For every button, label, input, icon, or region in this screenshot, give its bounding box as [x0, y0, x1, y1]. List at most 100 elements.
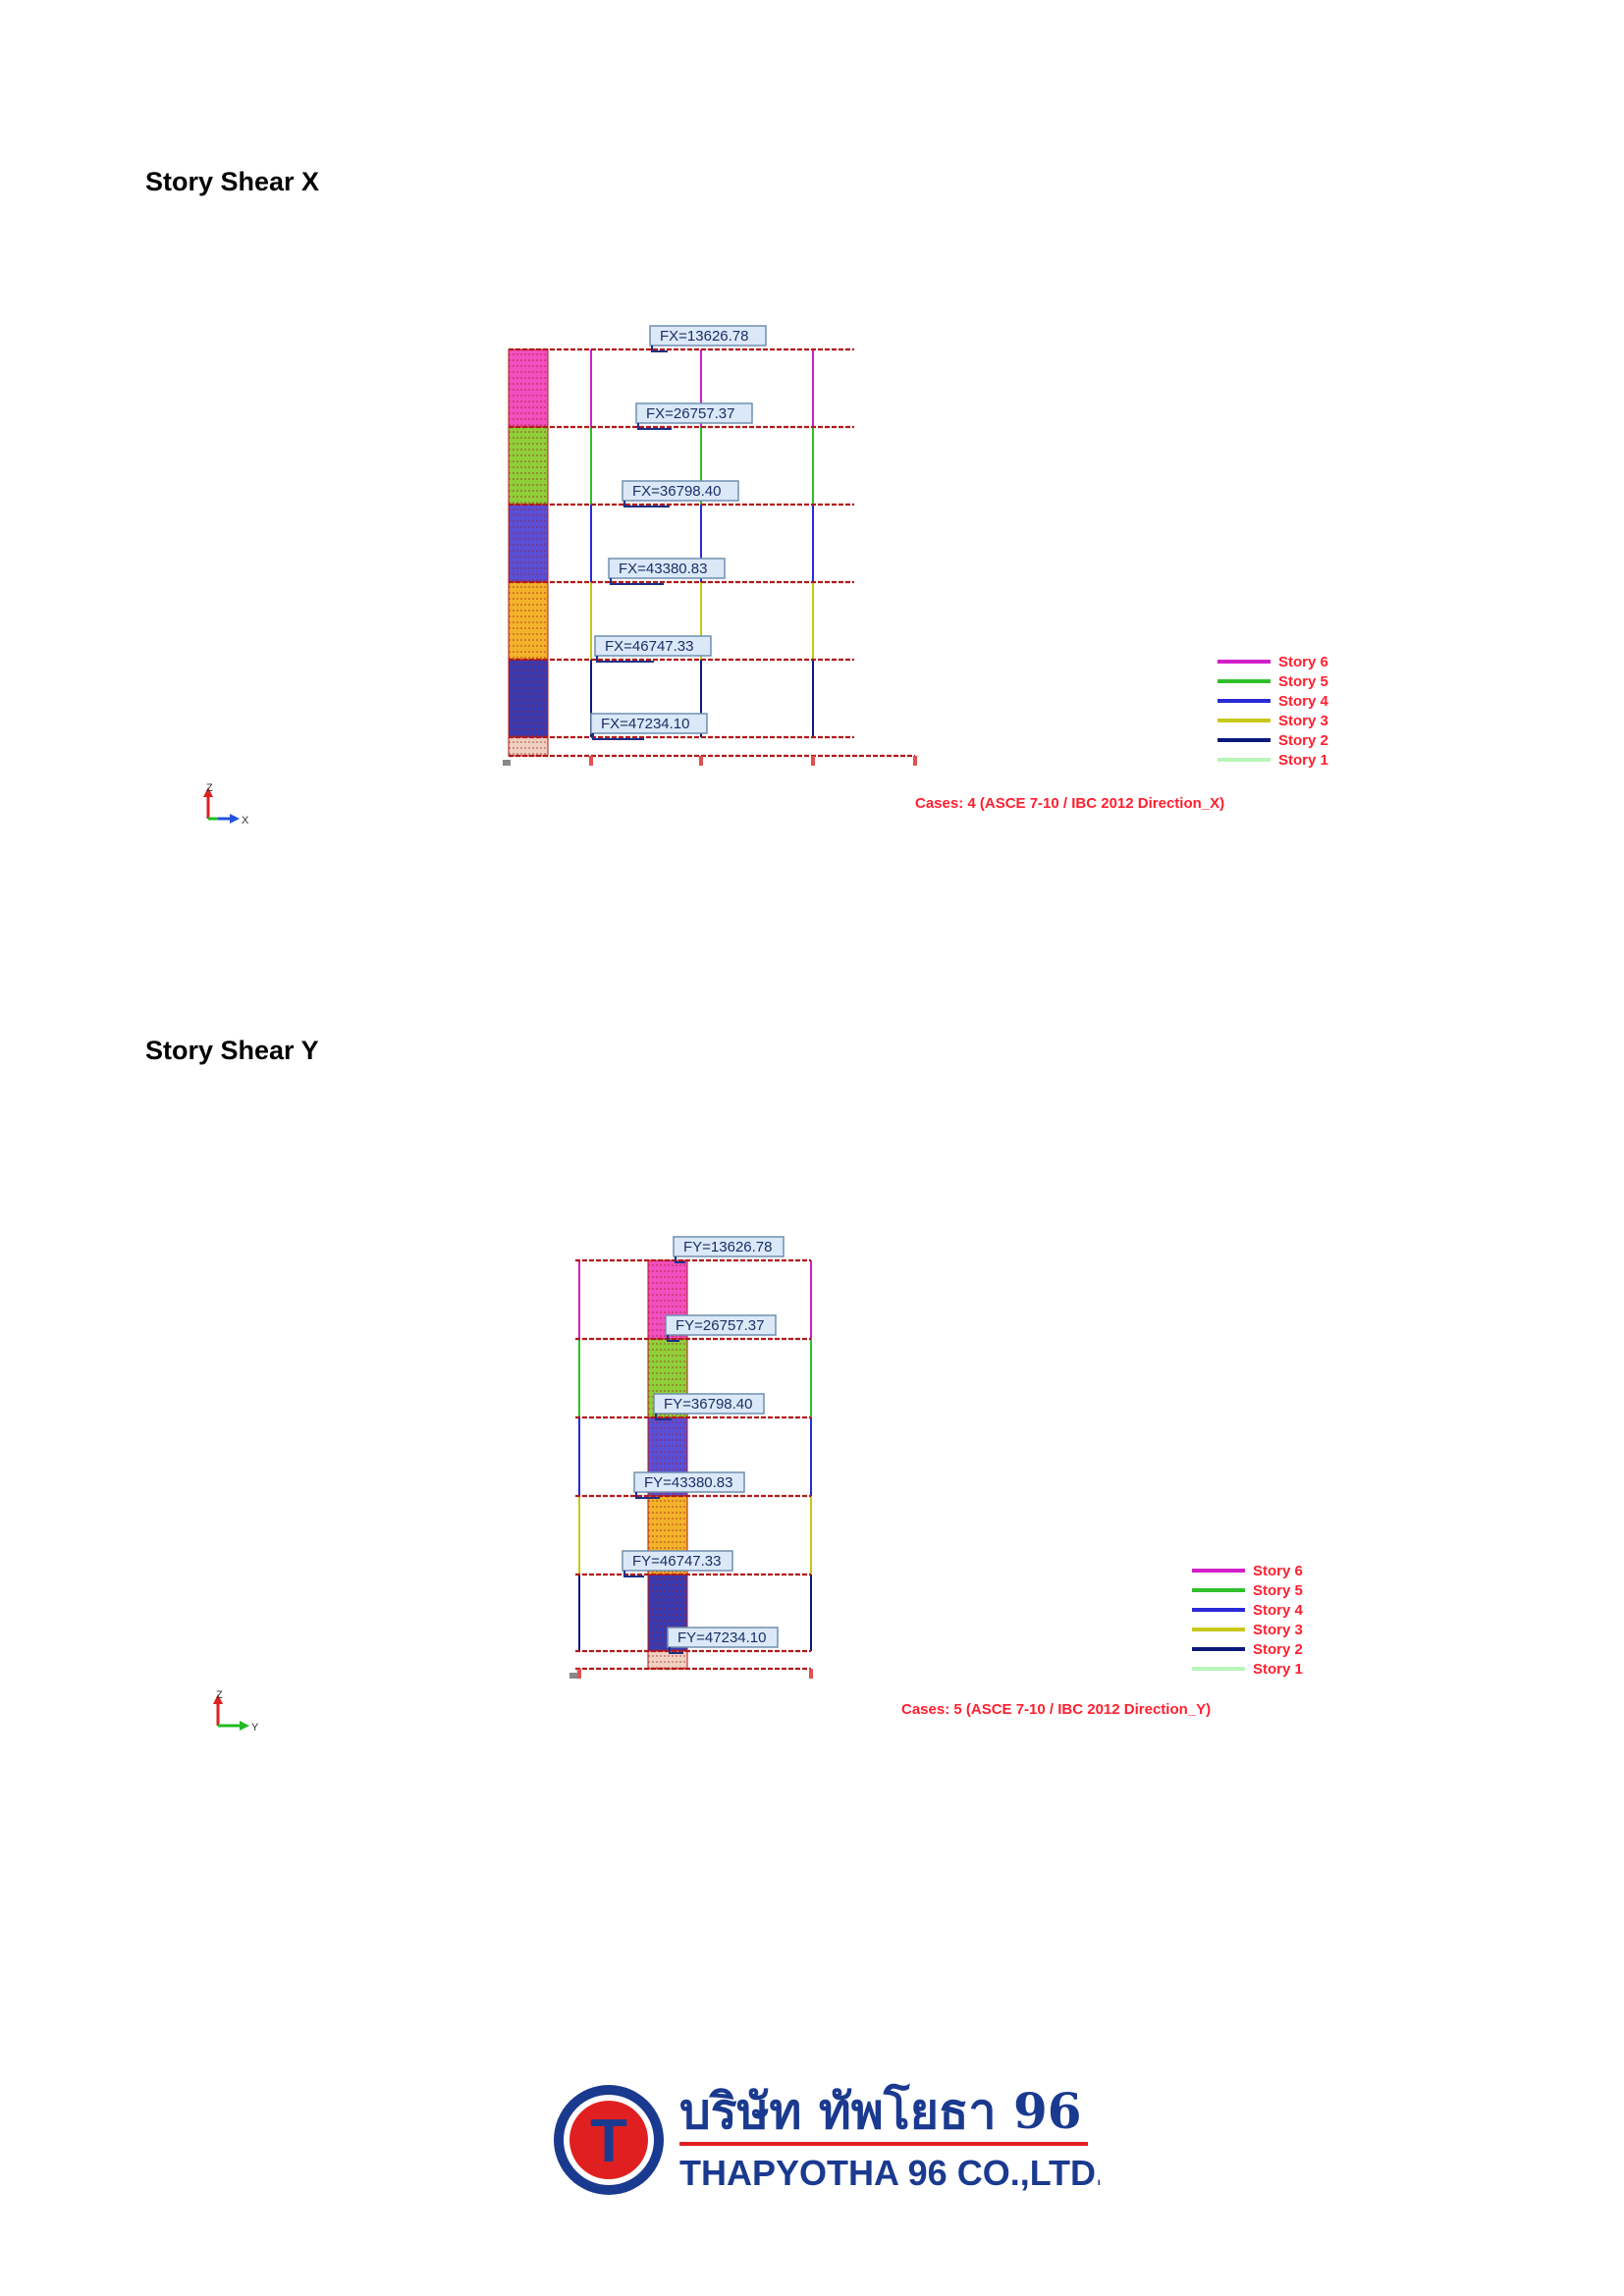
force-label-text: FX=13626.78: [660, 328, 749, 345]
legend-item: Story 5: [1192, 1580, 1303, 1600]
legend-swatch: [1218, 660, 1271, 664]
force-arrow: [667, 1335, 679, 1342]
legend-label: Story 1: [1253, 1660, 1303, 1678]
story-legend-y: Story 6 Story 5 Story 4 Story 3 Story 2 Story…: [1192, 1561, 1303, 1679]
story-shear-block: [508, 736, 549, 757]
force-label-text: FX=47234.10: [601, 716, 690, 732]
shear-y-frame-diagram: FY=13626.78 FY=26757.37 FY=36798.40 FY=4338…: [569, 1236, 813, 1679]
logo-emblem-letter: T: [590, 2108, 627, 2175]
legend-item: Story 3: [1192, 1620, 1303, 1639]
axis-label-horizontal: X: [242, 815, 249, 827]
logo-thai-name: บริษัท ทัพโยธา 96 จำกัด: [679, 2082, 1100, 2140]
force-label-text: FX=43380.83: [619, 561, 708, 577]
story-shear-block: [508, 659, 549, 738]
legend-item: Story 6: [1192, 1561, 1303, 1580]
load-case-caption-y: Cases: 5 (ASCE 7-10 / IBC 2012 Direction…: [901, 1701, 1212, 1718]
force-label-text: FX=26757.37: [646, 405, 735, 422]
force-arrow: [610, 578, 664, 585]
support-marker: [913, 756, 917, 766]
legend-label: Story 6: [1253, 1562, 1303, 1579]
force-label: FY=46747.33: [622, 1550, 733, 1572]
force-label: FY=43380.83: [633, 1471, 745, 1493]
force-label: FY=26757.37: [665, 1314, 777, 1336]
logo-divider: [679, 2142, 1088, 2146]
legend-swatch: [1192, 1647, 1245, 1651]
company-logo: T บริษัท ทัพโยธา 96 จำกัด THAPYOTHA 96 C…: [554, 2082, 1100, 2195]
force-label-text: FY=47234.10: [677, 1629, 767, 1646]
story-shear-block: [508, 504, 549, 583]
force-label: FY=36798.40: [653, 1393, 765, 1415]
legend-label: Story 2: [1278, 731, 1328, 749]
axis-label-horizontal: Y: [251, 1722, 259, 1734]
legend-swatch: [1218, 679, 1271, 683]
support-marker: [699, 756, 703, 766]
force-label: FY=47234.10: [667, 1627, 779, 1648]
story-shear-block: [508, 426, 549, 506]
force-arrow: [592, 733, 644, 740]
story-shear-block: [508, 581, 549, 661]
story-legend-x: Story 6 Story 5 Story 4 Story 3 Story 2 Story…: [1218, 652, 1328, 770]
legend-label: Story 3: [1253, 1621, 1303, 1638]
force-arrow: [655, 1414, 672, 1420]
legend-item: Story 3: [1218, 711, 1328, 730]
shear-distribution-block: [508, 348, 549, 757]
legend-item: Story 1: [1192, 1659, 1303, 1679]
legend-swatch: [1192, 1608, 1245, 1612]
force-arrow: [637, 423, 672, 430]
force-labels: FY=13626.78 FY=26757.37 FY=36798.40 FY=4338…: [622, 1236, 785, 1654]
force-label-text: FY=43380.83: [644, 1474, 733, 1491]
force-label-text: FY=36798.40: [664, 1396, 753, 1413]
origin-marker: [503, 760, 511, 766]
support-marker: [577, 1669, 581, 1679]
origin-marker: [569, 1673, 577, 1679]
legend-label: Story 4: [1278, 692, 1328, 710]
force-arrow: [669, 1647, 683, 1654]
legend-swatch: [1192, 1628, 1245, 1631]
force-label-text: FX=46747.33: [605, 638, 694, 655]
force-label-text: FY=13626.78: [683, 1239, 773, 1255]
legend-label: Story 6: [1278, 653, 1328, 670]
legend-item: Story 2: [1192, 1639, 1303, 1659]
load-case-caption-x: Cases: 4 (ASCE 7-10 / IBC 2012 Direction…: [915, 795, 1225, 812]
legend-label: Story 2: [1253, 1640, 1303, 1658]
support-marker: [811, 756, 815, 766]
force-arrow: [651, 346, 668, 352]
force-arrow: [675, 1256, 685, 1263]
xz-axes-icon: Z X: [203, 782, 249, 827]
force-label: FX=43380.83: [608, 558, 726, 579]
force-label: FY=13626.78: [673, 1236, 785, 1257]
legend-item: Story 4: [1192, 1600, 1303, 1620]
section-title-shear-x: Story Shear X: [145, 167, 320, 196]
legend-label: Story 1: [1278, 751, 1328, 769]
yz-axes-icon: Z Y: [213, 1689, 259, 1734]
force-arrow: [596, 656, 654, 663]
legend-item: Story 1: [1218, 750, 1328, 770]
force-label-text: FX=36798.40: [632, 483, 722, 500]
force-arrow: [623, 501, 670, 507]
legend-label: Story 3: [1278, 712, 1328, 729]
force-arrow: [635, 1492, 660, 1499]
shear-x-frame-diagram: FX=13626.78 FX=26757.37 FX=36798.40 FX=4338…: [503, 325, 917, 766]
force-label: FX=26757.37: [635, 402, 753, 424]
logo-english-name: THAPYOTHA 96 CO.,LTD.: [679, 2153, 1100, 2193]
legend-label: Story 5: [1253, 1581, 1303, 1599]
section-title-shear-y: Story Shear Y: [145, 1036, 319, 1065]
story-shear-block: [508, 348, 549, 428]
legend-swatch: [1218, 738, 1271, 742]
legend-swatch: [1192, 1588, 1245, 1592]
structural-frame: [569, 1258, 813, 1679]
support-marker: [809, 1669, 813, 1679]
force-label: FX=13626.78: [649, 325, 767, 347]
legend-item: Story 5: [1218, 671, 1328, 691]
force-label: FX=36798.40: [622, 480, 739, 502]
legend-swatch: [1192, 1667, 1245, 1671]
force-label: FX=46747.33: [594, 635, 712, 657]
force-labels: FX=13626.78 FX=26757.37 FX=36798.40 FX=4338…: [590, 325, 767, 740]
force-arrow: [623, 1571, 644, 1577]
support-marker: [589, 756, 593, 766]
legend-label: Story 5: [1278, 672, 1328, 690]
legend-swatch: [1192, 1569, 1245, 1573]
force-label-text: FY=26757.37: [676, 1317, 765, 1334]
structural-frame: [503, 347, 917, 766]
axis-label-vertical: Z: [206, 782, 213, 794]
